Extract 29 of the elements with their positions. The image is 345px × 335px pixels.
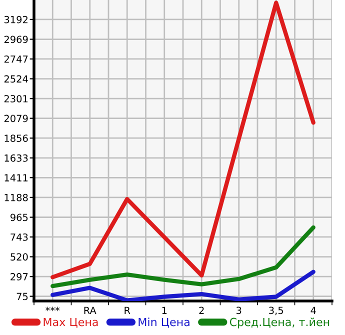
legend-label: Сред.Цена, т.йен: [230, 318, 330, 328]
y-tick-label: 2747: [4, 55, 28, 63]
line-series: [50, 270, 316, 301]
y-tick-label: 2969: [4, 36, 28, 44]
x-tick-label: R: [124, 306, 130, 314]
y-tick-label: 2524: [4, 75, 28, 83]
x-tick-label: 2: [199, 306, 204, 314]
legend-label: Max Цена: [44, 318, 98, 328]
y-tick-label: 2079: [4, 114, 28, 122]
x-tick-label: 1: [162, 306, 167, 314]
y-tick-label: 1411: [4, 174, 28, 182]
y-tick-label: 1188: [4, 194, 28, 202]
y-tick-label: 520: [10, 253, 28, 261]
line-series: [50, 0, 316, 280]
y-tick-label: 743: [10, 233, 28, 241]
x-tick-label: ***: [46, 306, 60, 312]
y-tick-label: 3192: [4, 16, 28, 24]
x-tick-label: 3: [236, 306, 242, 314]
x-tick-label: 3,5: [269, 306, 284, 316]
x-tick-label: RA: [84, 306, 96, 314]
legend-label: Min Цена: [138, 318, 190, 328]
y-tick-label: 2301: [4, 95, 28, 102]
x-tick-label: 4: [310, 306, 316, 314]
y-tick-label: 297: [10, 273, 28, 280]
y-tick-label: 75: [16, 292, 28, 300]
y-tick-label: 965: [10, 214, 28, 222]
line-series: [50, 225, 316, 288]
y-tick-label: 1633: [4, 154, 28, 162]
y-tick-label: 1856: [4, 134, 28, 142]
